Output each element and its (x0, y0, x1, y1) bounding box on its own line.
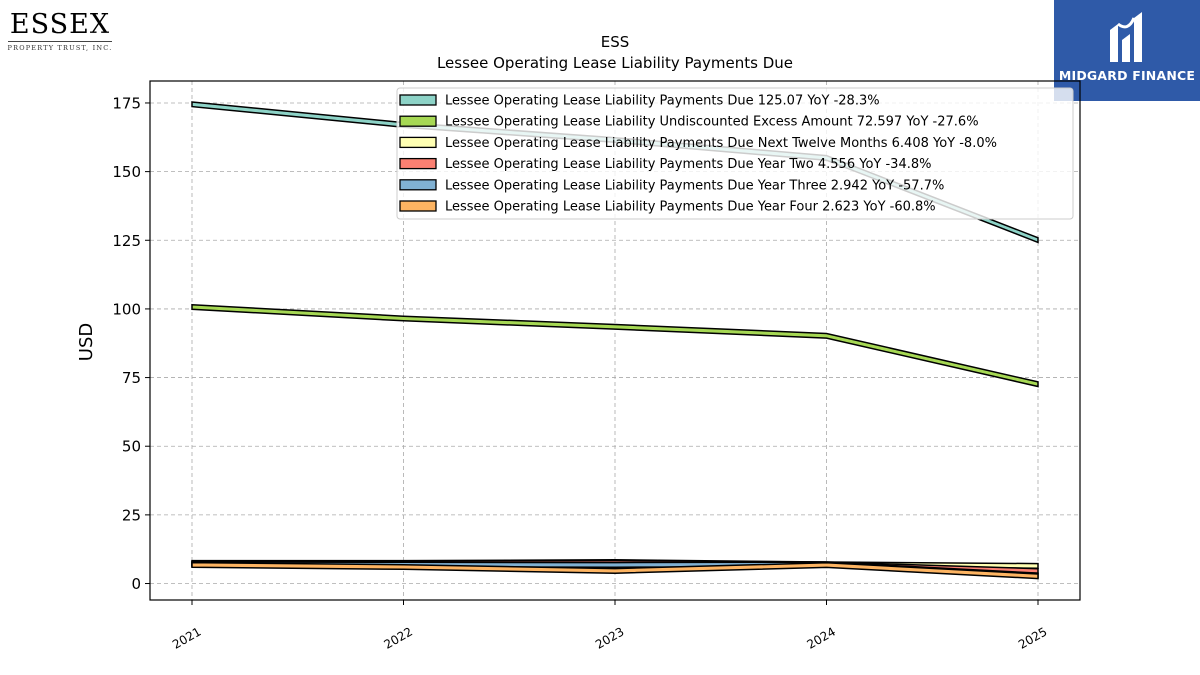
x-tick-label: 2022 (382, 624, 415, 651)
x-tick-label: 2021 (170, 624, 203, 651)
x-tick-label: 2023 (593, 624, 626, 651)
x-axis: 2021 2022 2023 2024 2025 (170, 600, 1050, 652)
legend-box (396, 87, 1074, 220)
midgard-finance-logo: MIDGARD FINANCE (1054, 0, 1200, 101)
series-band-2 (191, 303, 1039, 388)
legend-label-6: Lessee Operating Lease Liability Payment… (445, 200, 936, 215)
legend: Lessee Operating Lease Liability Payment… (396, 87, 1074, 220)
legend-swatch-5 (399, 179, 437, 191)
y-tick-label: 25 (122, 506, 141, 524)
y-tick-label: 175 (112, 94, 141, 112)
y-tick-label: 125 (112, 232, 141, 250)
midgard-finance-name: MIDGARD FINANCE (1058, 68, 1196, 83)
x-tick-label: 2025 (1016, 624, 1049, 651)
legend-label-5: Lessee Operating Lease Liability Payment… (445, 178, 944, 193)
legend-label-4: Lessee Operating Lease Liability Payment… (445, 157, 931, 172)
legend-swatch-4 (399, 157, 437, 170)
series-band-6 (191, 561, 1039, 580)
legend-label-1: Lessee Operating Lease Liability Payment… (445, 94, 880, 109)
legend-swatch-3 (399, 136, 437, 149)
essex-logo-name: ESSEX (9, 9, 111, 40)
midgard-mark-icon (1110, 12, 1142, 62)
y-axis-label: USD (76, 323, 97, 361)
y-tick-label: 150 (112, 163, 141, 181)
plot-frame (149, 80, 1081, 601)
legend-label-2: Lessee Operating Lease Liability Undisco… (445, 115, 979, 130)
legend-swatch-2 (399, 115, 437, 127)
essex-logo: ESSEX PROPERTY TRUST, INC. (6, 10, 114, 58)
legend-swatch-1 (399, 94, 437, 106)
y-tick-label: 100 (112, 300, 141, 318)
legend-label-3: Lessee Operating Lease Liability Payment… (445, 136, 997, 151)
y-tick-label: 50 (122, 438, 141, 456)
x-tick-label: 2024 (805, 624, 838, 651)
chart-subtitle: Lessee Operating Lease Liability Payment… (437, 54, 793, 72)
legend-swatch-6 (399, 200, 437, 212)
y-axis: 0 25 50 75 100 125 150 175 (112, 94, 150, 593)
essex-logo-rule (8, 41, 112, 42)
chart-title: ESS (601, 33, 630, 51)
y-tick-label: 75 (122, 369, 141, 387)
essex-logo-tagline: PROPERTY TRUST, INC. (7, 44, 113, 52)
y-tick-label: 0 (131, 575, 141, 593)
